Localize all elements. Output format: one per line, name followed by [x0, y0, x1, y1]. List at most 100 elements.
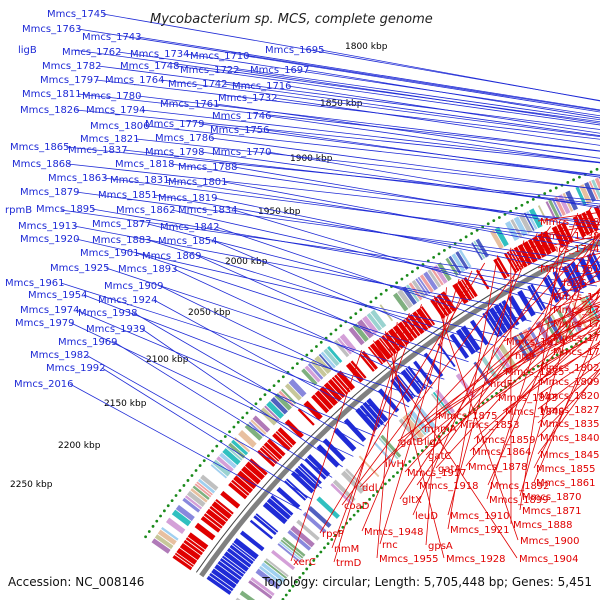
reverse-gene-feature — [220, 490, 241, 509]
forward-gene-label: Mmcs_1786 — [155, 133, 215, 144]
forward-gene-feature — [262, 502, 288, 525]
forward-gene-label: Mmcs_1909 — [104, 281, 164, 292]
guide-dot — [531, 197, 535, 201]
guide-dot — [326, 542, 330, 546]
cog-class-block — [290, 525, 315, 548]
cog-class-block — [588, 180, 599, 200]
forward-leader-line — [215, 226, 519, 330]
tick-label: 2000 kbp — [225, 257, 268, 267]
forward-gene-label: Mmcs_1748 — [120, 61, 180, 72]
reverse-gene-label: rpsP — [322, 529, 344, 540]
forward-gene-label: Mmcs_1779 — [145, 119, 205, 130]
reverse-gene-feature — [272, 433, 291, 452]
cog-class-block — [264, 405, 280, 421]
cog-class-block — [302, 511, 327, 534]
reverse-gene-feature — [511, 248, 524, 269]
forward-gene-feature — [437, 343, 456, 368]
tick-label: 1800 kbp — [345, 42, 388, 52]
reverse-gene-feature — [176, 547, 198, 565]
forward-leader-line — [97, 65, 600, 130]
cog-class-block — [554, 196, 566, 216]
reverse-gene-feature — [378, 337, 394, 357]
reverse-gene-label: gatB — [400, 437, 423, 448]
guide-dot — [470, 232, 474, 235]
reverse-gene-label: Mmcs_1845 — [540, 450, 600, 461]
guide-dot — [315, 345, 318, 348]
guide-dot — [554, 186, 558, 190]
reverse-gene-label: Mmcs_1918 — [419, 481, 479, 492]
reverse-gene-label: rnc — [382, 540, 398, 551]
forward-gene-feature — [229, 544, 254, 565]
forward-leader-line — [213, 197, 600, 278]
forward-leader-line — [215, 103, 600, 159]
forward-gene-label: Mmcs_1969 — [58, 337, 118, 348]
reverse-gene-label: Mmcs_1751 — [540, 264, 600, 275]
cog-class-block — [194, 483, 212, 498]
reverse-gene-label: Mmcs_1917 — [407, 468, 467, 479]
forward-gene-label: Mmcs_1939 — [86, 324, 146, 335]
forward-gene-label: Mmcs_1879 — [20, 187, 80, 198]
reverse-gene-feature — [209, 505, 229, 522]
cog-class-block — [280, 388, 297, 405]
guide-dot — [356, 509, 360, 513]
reverse-leader-line — [421, 306, 600, 429]
guide-dot — [372, 494, 375, 497]
reverse-gene-label: Mmcs_1790 — [553, 333, 600, 344]
guide-dot — [263, 393, 267, 397]
forward-leader-line — [135, 252, 469, 363]
reverse-gene-label: Mmcs_1870 — [522, 492, 582, 503]
guide-dot — [348, 517, 352, 521]
reverse-gene-label: Mmcs_1871 — [522, 506, 582, 517]
cog-class-block — [182, 497, 201, 513]
reverse-gene-feature — [585, 209, 599, 232]
reverse-gene-label: Mmcs_1904 — [519, 554, 579, 565]
reverse-leader-line — [399, 206, 592, 500]
forward-leader-line — [213, 240, 481, 354]
cog-class-block — [210, 464, 228, 479]
reverse-gene-label: gltX — [402, 495, 422, 506]
reverse-leader-line — [433, 295, 519, 541]
guide-dot — [310, 349, 314, 353]
forward-gene-label: Mmcs_1806 — [90, 121, 150, 132]
reverse-leader-line — [519, 217, 600, 497]
cog-class-block — [545, 201, 557, 220]
forward-gene-label: Mmcs_1756 — [210, 125, 270, 136]
reverse-leader-line — [373, 340, 518, 559]
guide-dot — [202, 459, 206, 463]
reverse-leader-line — [447, 255, 499, 530]
forward-gene-feature — [343, 418, 367, 442]
forward-gene-label: Mmcs_1695 — [265, 45, 325, 56]
reverse-leader-line — [487, 236, 600, 486]
label-leader-lines — [60, 13, 600, 563]
reverse-leader-line — [290, 349, 363, 562]
cog-class-block — [270, 397, 289, 415]
cog-class-block — [248, 580, 273, 600]
guide-dot — [497, 216, 501, 219]
guide-dot — [354, 312, 358, 316]
reverse-gene-label: Mmcs_1955 — [379, 554, 439, 565]
cog-class-block — [323, 348, 340, 367]
forward-gene-feature — [221, 555, 246, 575]
forward-gene-label: Mmcs_1851 — [98, 190, 158, 201]
reverse-leader-line — [421, 295, 600, 442]
forward-gene-label: Mmcs_1797 — [40, 75, 100, 86]
reverse-gene-label: fabG — [563, 278, 587, 289]
reverse-gene-feature — [211, 501, 232, 519]
reverse-gene-label: Mmcs_1820 — [540, 391, 600, 402]
forward-gene-label: Mmcs_1924 — [98, 295, 158, 306]
cog-class-block — [352, 323, 369, 342]
reverse-gene-label: coaD — [344, 501, 370, 512]
forward-gene-feature — [223, 551, 249, 572]
guide-dot — [349, 316, 353, 320]
guide-dot — [330, 538, 334, 541]
topology-text: Topology: circular; Length: 5,705,448 bp… — [262, 575, 592, 589]
forward-gene-label: Mmcs_1893 — [118, 264, 178, 275]
cog-class-block — [184, 495, 203, 510]
cog-class-block — [393, 292, 409, 312]
cog-class-block — [255, 568, 281, 590]
reverse-gene-label: trmD — [336, 558, 362, 569]
forward-gene-feature — [219, 558, 245, 577]
reverse-leader-line — [447, 240, 525, 516]
cog-class-block — [151, 538, 171, 554]
